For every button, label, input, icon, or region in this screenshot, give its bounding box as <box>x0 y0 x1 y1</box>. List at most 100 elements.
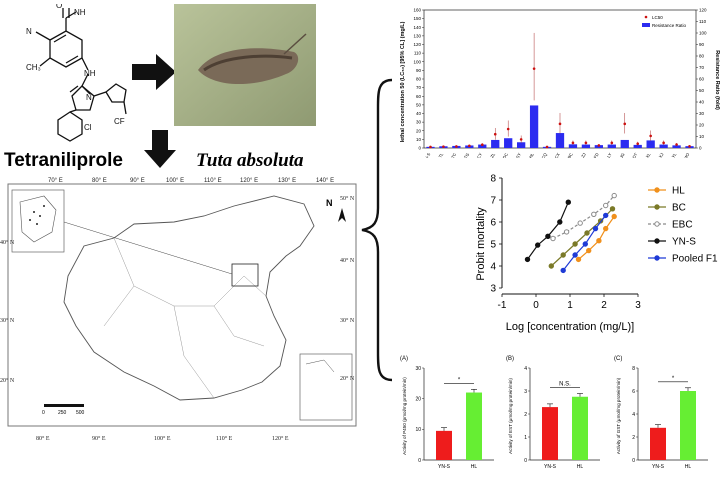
enzyme-a-ylabel: Activity of P450 (pmol/mg protein/min) <box>402 377 407 455</box>
lc50-point <box>584 141 588 145</box>
lc50-ylabel: lethal concentration 50 (LC₅₀) [95% CL] … <box>400 21 406 142</box>
lc50-y2label: Resistance Ratio (fold) <box>714 50 720 110</box>
lon-bottom-label: 90° E <box>92 436 106 442</box>
probit-point <box>603 225 609 232</box>
lc50-category-label: FD <box>593 152 600 158</box>
lc50-point <box>675 143 678 146</box>
lc50-point <box>480 143 484 147</box>
pest-name: Tuta absoluta <box>196 150 304 171</box>
enzyme-ytick-label: 8 <box>632 366 635 372</box>
lat-right-label: 40° N <box>340 258 355 264</box>
lon-top-label: 110° E <box>204 178 222 184</box>
lc50-category-label: LY <box>606 152 613 158</box>
lc50-y2tick-label: 50 <box>699 88 705 93</box>
enzyme-chart-est: (B) Activity of EST (μmol/mg protein/min… <box>506 356 600 470</box>
probit-legend-marker <box>654 221 660 227</box>
scale-500: 500 <box>76 410 85 416</box>
enzyme-bar <box>680 391 696 460</box>
lc50-category-label: ZL <box>489 151 496 158</box>
probit-point <box>586 247 592 254</box>
lc50-ytick-label: 130 <box>413 33 421 38</box>
enzyme-ytick-label: 10 <box>415 427 421 433</box>
lc50-ytick-label: 100 <box>413 59 421 64</box>
resistance-ratio-bar <box>516 142 526 148</box>
lc50-ytick-label: 90 <box>416 68 422 73</box>
legend-lc50-label: LC50 <box>652 15 663 20</box>
resistance-ratio-bar <box>646 140 655 148</box>
lc50-point <box>545 145 549 149</box>
curly-brace <box>361 78 393 382</box>
lon-top-label: 100° E <box>166 178 184 184</box>
enzyme-bar <box>542 407 558 460</box>
lon-bottom-label: 80° E <box>36 436 50 442</box>
lc50-y2tick-label: 60 <box>699 77 705 82</box>
probit-point <box>575 256 582 263</box>
lc50-category-label: TC <box>450 152 457 158</box>
lc50-point <box>571 141 575 145</box>
probit-point <box>603 202 609 209</box>
resistance-ratio-bar <box>504 138 513 148</box>
lc50-ytick-label: 80 <box>416 77 422 82</box>
enzyme-ytick-label: 2 <box>632 435 635 441</box>
resistance-ratio-bar <box>491 139 500 148</box>
lc50-point <box>506 127 510 131</box>
probit-legend-marker <box>654 238 660 244</box>
significance-label: N.S. <box>559 382 571 388</box>
probit-point <box>560 267 566 274</box>
lc50-category-label: DC <box>502 152 509 158</box>
lc50-point <box>442 145 445 148</box>
probit-legend-marker <box>654 255 660 261</box>
probit-point <box>582 241 589 247</box>
lc50-point <box>597 144 601 147</box>
lc50-point <box>649 134 652 138</box>
lc50-category-label: CQ <box>540 151 548 158</box>
lc50-category-label: HL <box>528 151 535 158</box>
probit-mortality-chart: Probit mortality Log [concentration (mg/… <box>475 174 718 334</box>
probit-point <box>557 219 563 225</box>
probit-xtick-label: 1 <box>567 300 573 311</box>
lc50-category-label: TL <box>438 151 445 158</box>
lon-top-label: 120° E <box>240 178 258 184</box>
resistance-ratio-bar <box>568 144 578 148</box>
probit-xlabel: Log [concentration (mg/L)] <box>506 321 634 333</box>
moth-photo <box>174 4 316 126</box>
lc50-ytick-label: 70 <box>416 85 422 90</box>
lc50-point <box>519 138 523 141</box>
lc50-category-label: JG <box>619 152 626 158</box>
enzyme-bar <box>436 430 452 460</box>
scale-bar <box>44 404 84 407</box>
probit-point <box>565 199 572 205</box>
probit-point <box>563 229 570 235</box>
compound-name: Tetraniliprole <box>4 150 123 171</box>
north-label: N <box>326 198 333 208</box>
probit-legend-label: Pooled F1 <box>672 254 718 265</box>
lat-left-label: 20° N <box>0 378 15 384</box>
scale-0: 0 <box>42 410 45 416</box>
lc50-category-label: DT <box>631 152 638 158</box>
resistance-ratio-bar <box>659 144 668 148</box>
lon-top-label: 140° E <box>316 178 334 184</box>
probit-point <box>584 230 590 236</box>
probit-ytick-label: 3 <box>490 284 496 295</box>
probit-point <box>591 211 597 217</box>
probit-point <box>603 212 609 219</box>
enzyme-ytick-label: 4 <box>632 412 635 418</box>
lc50-category-label: SY <box>515 152 522 158</box>
probit-ylabel: Probit mortality <box>475 207 487 281</box>
chloro-label: Cl <box>84 123 92 132</box>
lc50-category-label: BC <box>567 152 574 158</box>
enzyme-bar <box>466 392 482 460</box>
lc50-y2tick-label: 40 <box>699 100 705 105</box>
resistance-ratio-bar <box>555 133 565 148</box>
probit-point <box>550 235 556 242</box>
lon-top-label: 70° E <box>48 178 63 184</box>
panel-a-label: (A) <box>400 356 408 362</box>
probit-legend-label: EBC <box>672 220 693 231</box>
enzyme-category-label: YN-S <box>544 464 557 470</box>
probit-xtick-label: 0 <box>533 300 539 311</box>
resistance-ratio-bar <box>607 144 616 148</box>
enzyme-ytick-label: 2 <box>524 412 527 418</box>
probit-point <box>611 192 617 199</box>
lc50-ytick-label: 20 <box>416 128 422 133</box>
probit-point <box>609 206 616 212</box>
